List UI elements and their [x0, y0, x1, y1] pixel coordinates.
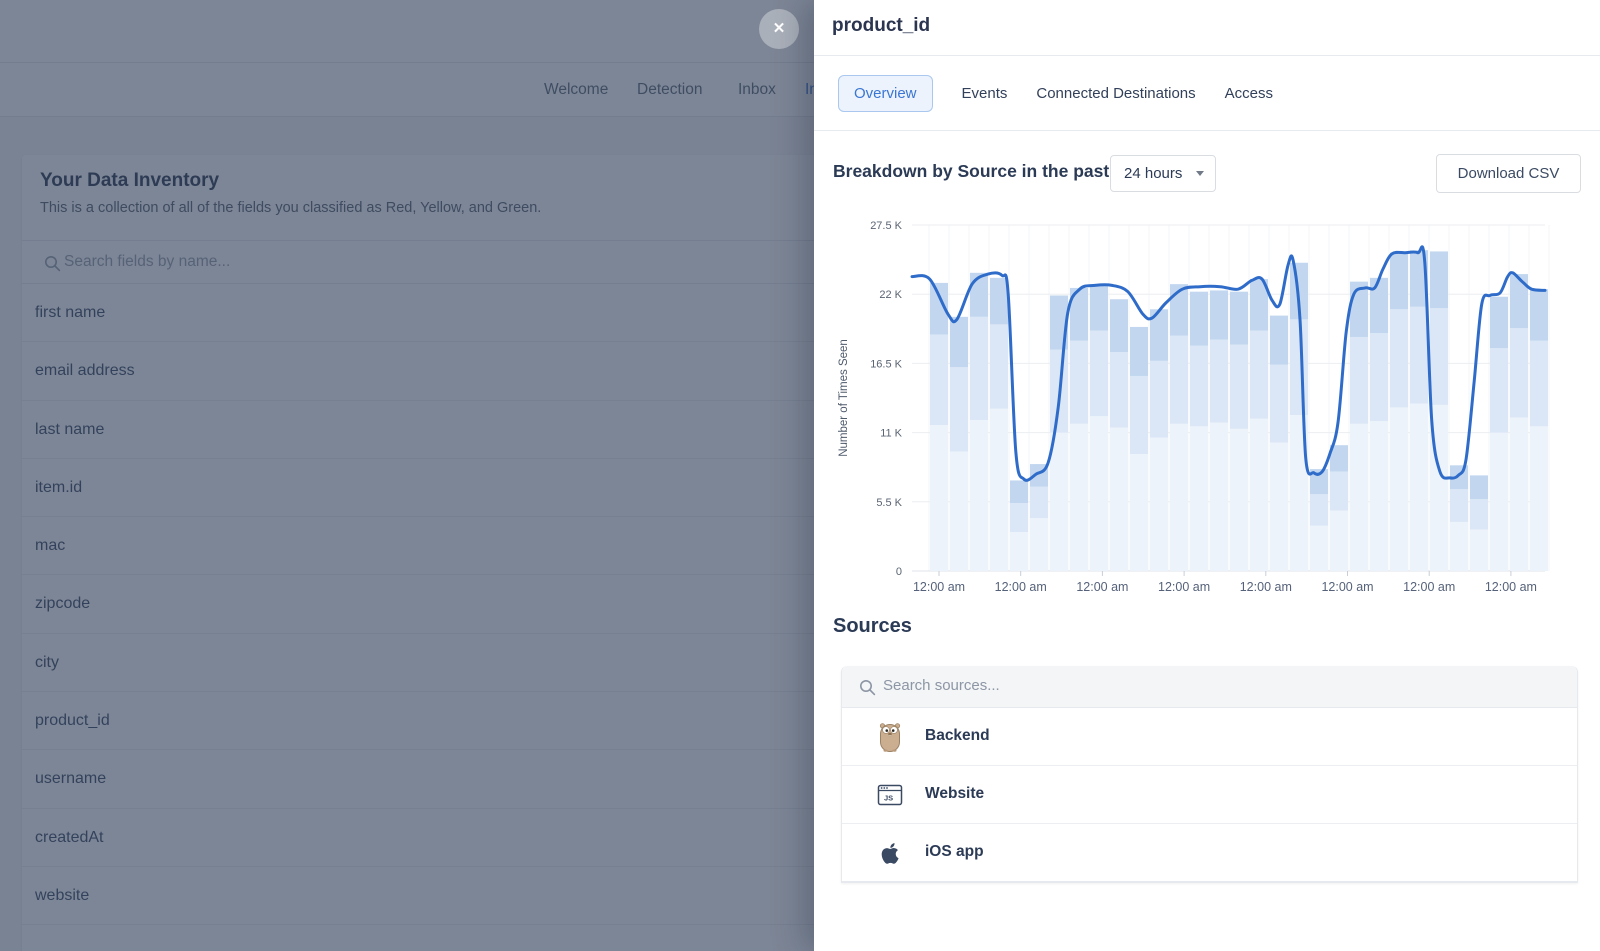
chevron-down-icon — [1196, 171, 1204, 176]
sources-heading: Sources — [833, 615, 912, 637]
chart-section-heading: Breakdown by Source in the past — [833, 161, 1110, 181]
panel-title: product_id — [832, 15, 931, 36]
tab-events[interactable]: Events — [961, 84, 1008, 102]
search-icon — [859, 679, 876, 701]
source-label: Backend — [925, 727, 990, 744]
source-row-ios-app[interactable]: iOS app — [842, 824, 1577, 882]
svg-text:12:00 am: 12:00 am — [1403, 580, 1455, 594]
panel-header: product_id — [814, 0, 1600, 56]
svg-text:22 K: 22 K — [879, 289, 902, 301]
svg-text:12:00 am: 12:00 am — [1321, 580, 1373, 594]
apple-icon — [876, 839, 904, 867]
time-range-value: 24 hours — [1124, 165, 1183, 182]
tab-connected-destinations[interactable]: Connected Destinations — [1036, 84, 1196, 102]
source-row-website[interactable]: JS Website — [842, 766, 1577, 824]
close-panel-button[interactable]: ✕ — [759, 9, 799, 49]
sources-list: Search sources... — [841, 666, 1578, 883]
download-csv-button[interactable]: Download CSV — [1436, 154, 1581, 193]
svg-text:Number of Times Seen: Number of Times Seen — [838, 339, 850, 457]
svg-text:JS: JS — [884, 794, 893, 803]
svg-text:11 K: 11 K — [880, 428, 902, 440]
svg-text:12:00 am: 12:00 am — [995, 580, 1047, 594]
panel-tabs: Overview Events Connected Destinations A… — [814, 56, 1600, 131]
close-icon: ✕ — [772, 20, 786, 37]
js-browser-icon: JS — [876, 781, 904, 809]
sources-search-input[interactable]: Search sources... — [842, 666, 1577, 708]
source-label: iOS app — [925, 843, 984, 860]
source-label: Website — [925, 785, 985, 802]
sources-search-placeholder: Search sources... — [883, 677, 1000, 694]
svg-text:16.5 K: 16.5 K — [870, 358, 902, 370]
tab-overview[interactable]: Overview — [838, 74, 933, 112]
time-range-select[interactable]: 24 hours — [1110, 155, 1216, 192]
svg-text:12:00 am: 12:00 am — [1485, 580, 1537, 594]
svg-text:5.5 K: 5.5 K — [876, 497, 902, 509]
svg-text:12:00 am: 12:00 am — [1076, 580, 1128, 594]
svg-text:0: 0 — [896, 566, 902, 578]
svg-text:12:00 am: 12:00 am — [1158, 580, 1210, 594]
gopher-icon — [876, 723, 904, 752]
detail-panel: product_id Overview Events Connected Des… — [814, 0, 1600, 951]
svg-text:27.5 K: 27.5 K — [870, 220, 902, 232]
svg-text:12:00 am: 12:00 am — [913, 580, 965, 594]
svg-text:12:00 am: 12:00 am — [1240, 580, 1292, 594]
tab-access[interactable]: Access — [1224, 84, 1273, 102]
source-row-backend[interactable]: Backend — [842, 708, 1577, 766]
breakdown-by-source-chart: 0 5.5 K 11 K 16.5 K 22 K 27.5 K 12:00 am 12:00 … — [838, 220, 1550, 594]
